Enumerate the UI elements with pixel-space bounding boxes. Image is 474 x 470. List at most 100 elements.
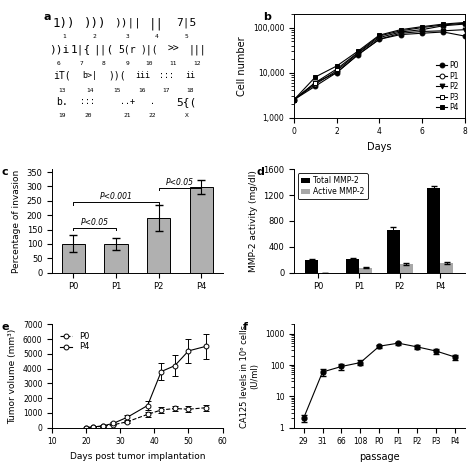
Bar bbox=[346, 259, 359, 273]
P1 bbox=[419, 27, 425, 32]
Text: 1|{: 1|{ bbox=[71, 44, 91, 55]
Y-axis label: MMP-2 activity (mg/dl): MMP-2 activity (mg/dl) bbox=[249, 170, 258, 272]
P4 bbox=[462, 20, 467, 25]
P3 bbox=[355, 50, 361, 55]
Text: ))||: ))|| bbox=[114, 17, 141, 28]
Text: 21: 21 bbox=[123, 113, 131, 118]
P1 bbox=[398, 29, 403, 35]
Text: e: e bbox=[1, 322, 9, 332]
P2 bbox=[355, 52, 361, 57]
Text: iii: iii bbox=[135, 71, 150, 80]
Text: P<0.05: P<0.05 bbox=[166, 178, 194, 187]
P2 bbox=[291, 97, 297, 102]
Text: )|(: )|( bbox=[140, 44, 158, 55]
Text: 7|5: 7|5 bbox=[177, 17, 197, 28]
Text: 19: 19 bbox=[59, 113, 66, 118]
Bar bbox=[427, 188, 440, 273]
X-axis label: passage: passage bbox=[359, 452, 400, 462]
Text: 15: 15 bbox=[113, 87, 121, 93]
Y-axis label: Percentage of invasion: Percentage of invasion bbox=[12, 169, 21, 273]
Text: ..+: ..+ bbox=[119, 97, 135, 106]
Line: P1: P1 bbox=[292, 22, 467, 102]
Text: 8: 8 bbox=[101, 61, 105, 66]
Text: >>: >> bbox=[167, 44, 179, 54]
P0 bbox=[312, 83, 318, 89]
P4 bbox=[355, 48, 361, 54]
P1 bbox=[440, 23, 446, 29]
Text: 12: 12 bbox=[193, 61, 201, 66]
Bar bbox=[305, 260, 319, 273]
Bar bbox=[190, 187, 213, 273]
P2 bbox=[440, 28, 446, 34]
Bar bbox=[387, 230, 400, 273]
P4 bbox=[312, 74, 318, 80]
P1 bbox=[291, 97, 297, 102]
P2 bbox=[462, 27, 467, 32]
Text: 9: 9 bbox=[125, 61, 129, 66]
Text: 17: 17 bbox=[163, 87, 170, 93]
P1 bbox=[462, 21, 467, 27]
P3 bbox=[462, 21, 467, 26]
Text: 5: 5 bbox=[185, 34, 189, 39]
P2 bbox=[334, 70, 339, 75]
X-axis label: Days: Days bbox=[367, 142, 392, 152]
Text: 18: 18 bbox=[186, 87, 194, 93]
Text: d: d bbox=[256, 167, 264, 177]
P0 bbox=[376, 37, 382, 42]
Legend: Total MMP-2, Active MMP-2: Total MMP-2, Active MMP-2 bbox=[298, 173, 368, 199]
Text: 1)): 1)) bbox=[53, 17, 75, 30]
Line: P0: P0 bbox=[292, 30, 467, 102]
Line: P3: P3 bbox=[292, 21, 467, 102]
P0 bbox=[440, 29, 446, 35]
Text: 20: 20 bbox=[84, 113, 91, 118]
Text: ii: ii bbox=[185, 71, 195, 80]
Line: P4: P4 bbox=[292, 20, 467, 102]
Bar bbox=[359, 268, 372, 273]
P4 bbox=[398, 27, 403, 32]
Text: P<0.05: P<0.05 bbox=[81, 218, 109, 227]
P0 bbox=[355, 52, 361, 57]
Text: c: c bbox=[1, 167, 8, 177]
Text: :::: ::: bbox=[159, 71, 174, 80]
P3 bbox=[398, 28, 403, 34]
P4 bbox=[419, 24, 425, 30]
P3 bbox=[334, 66, 339, 72]
Text: ||: || bbox=[148, 17, 164, 30]
Text: b>|: b>| bbox=[82, 71, 97, 80]
P3 bbox=[419, 25, 425, 31]
P1 bbox=[334, 68, 339, 73]
P2 bbox=[376, 37, 382, 42]
P0 bbox=[462, 33, 467, 39]
Text: 22: 22 bbox=[149, 113, 156, 118]
Text: 3: 3 bbox=[125, 34, 129, 39]
Text: 14: 14 bbox=[86, 87, 93, 93]
Text: ))(: ))( bbox=[108, 71, 126, 81]
P2 bbox=[419, 29, 425, 34]
P4 bbox=[376, 32, 382, 38]
Y-axis label: CA125 levels in 10⁶ cells
(U/ml): CA125 levels in 10⁶ cells (U/ml) bbox=[240, 324, 259, 428]
Text: f: f bbox=[243, 322, 248, 332]
Text: 13: 13 bbox=[59, 87, 66, 93]
Bar bbox=[400, 264, 412, 273]
Text: 6: 6 bbox=[57, 61, 61, 66]
P0 bbox=[334, 70, 339, 75]
Text: ||(: ||( bbox=[93, 44, 113, 55]
P1 bbox=[312, 81, 318, 87]
Text: :::: ::: bbox=[81, 97, 95, 106]
Text: 1: 1 bbox=[62, 34, 66, 39]
P3 bbox=[440, 22, 446, 28]
Text: 11: 11 bbox=[169, 61, 177, 66]
P3 bbox=[376, 33, 382, 39]
Text: |||: ||| bbox=[188, 44, 206, 55]
P2 bbox=[398, 31, 403, 36]
Text: iT(: iT( bbox=[54, 71, 71, 81]
P4 bbox=[334, 63, 339, 69]
P1 bbox=[376, 35, 382, 40]
P2 bbox=[312, 80, 318, 86]
P0 bbox=[419, 31, 425, 36]
Legend: P0, P1, P2, P3, P4: P0, P1, P2, P3, P4 bbox=[434, 60, 461, 114]
Text: b: b bbox=[264, 12, 271, 22]
Text: .: . bbox=[150, 97, 155, 106]
Text: a: a bbox=[44, 12, 51, 22]
Text: 7: 7 bbox=[79, 61, 83, 66]
